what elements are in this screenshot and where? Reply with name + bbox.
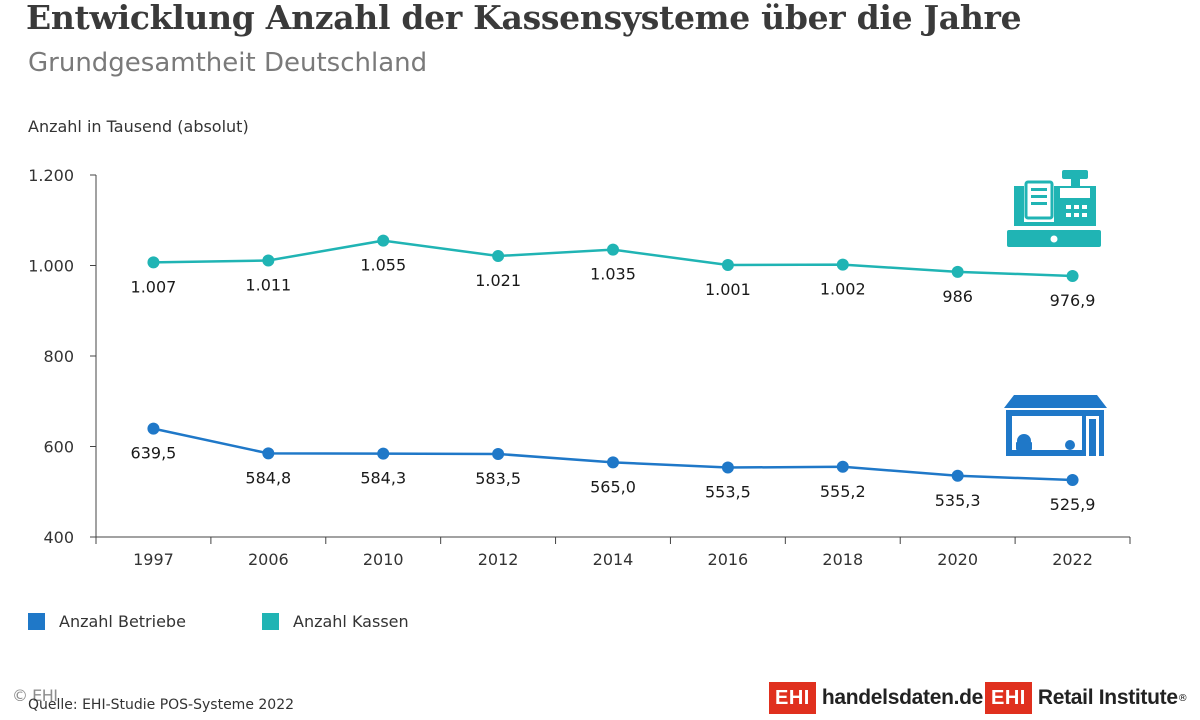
data-point bbox=[377, 234, 390, 247]
copyright-notice: © EHI bbox=[12, 686, 58, 705]
logo-retail-institute: EHI Retail Institute ® bbox=[985, 682, 1188, 714]
data-point bbox=[951, 265, 964, 278]
data-label: 583,5 bbox=[475, 469, 521, 488]
data-point bbox=[721, 461, 734, 474]
cash-register-icon bbox=[1007, 170, 1101, 247]
data-label: 1.011 bbox=[245, 276, 291, 295]
data-point bbox=[1066, 269, 1079, 282]
data-label: 639,5 bbox=[131, 444, 177, 463]
x-tick-label: 2006 bbox=[248, 550, 289, 569]
logo-handelsdaten-box: EHI bbox=[769, 682, 816, 714]
data-label: 553,5 bbox=[705, 483, 751, 502]
x-tick-label: 2018 bbox=[822, 550, 863, 569]
data-label: 555,2 bbox=[820, 482, 866, 501]
data-point bbox=[147, 422, 160, 435]
x-tick-label: 2022 bbox=[1052, 550, 1093, 569]
x-tick-label: 2016 bbox=[708, 550, 749, 569]
logo-handelsdaten-text: handelsdaten.de bbox=[821, 686, 984, 709]
data-label: 525,9 bbox=[1050, 495, 1096, 514]
data-point bbox=[492, 447, 505, 460]
store-icon bbox=[1004, 395, 1107, 456]
data-point bbox=[147, 256, 160, 269]
data-label: 1.055 bbox=[360, 256, 406, 275]
registered-mark: ® bbox=[1177, 692, 1188, 704]
x-tick-label: 2010 bbox=[363, 550, 404, 569]
data-point bbox=[951, 469, 964, 482]
y-tick-label: 400 bbox=[43, 528, 74, 547]
y-tick-label: 1.200 bbox=[28, 166, 74, 185]
chart-subtitle: Grundgesamtheit Deutschland bbox=[28, 48, 428, 78]
x-tick-label: 2012 bbox=[478, 550, 519, 569]
data-label: 1.007 bbox=[131, 277, 177, 296]
y-tick-label: 800 bbox=[43, 347, 74, 366]
logo-retail-institute-text: Retail Institute bbox=[1037, 686, 1178, 709]
legend-label-kassen: Anzahl Kassen bbox=[293, 612, 409, 631]
chart-axes: 400 600 800 1.000 1.200 1997 2006 2010 2012 2014 2… bbox=[28, 166, 1131, 569]
logo-retail-institute-box: EHI bbox=[985, 682, 1032, 714]
data-label: 584,3 bbox=[360, 469, 406, 488]
data-label: 976,9 bbox=[1050, 291, 1096, 310]
data-label: 565,0 bbox=[590, 477, 636, 496]
legend-swatch-kassen bbox=[262, 613, 279, 630]
chart-title: Entwicklung Anzahl der Kassensysteme übe… bbox=[26, 0, 1022, 37]
series-line-0 bbox=[153, 427, 1073, 482]
logo-handelsdaten: EHI handelsdaten.de bbox=[769, 682, 983, 714]
data-point bbox=[607, 243, 619, 256]
legend-swatch-betriebe bbox=[28, 613, 45, 630]
source-note: Quelle: EHI-Studie POS-Systeme 2022 bbox=[28, 697, 295, 713]
data-label: 1.002 bbox=[820, 280, 866, 299]
x-tick-label: 2020 bbox=[937, 550, 978, 569]
data-label: 535,3 bbox=[935, 491, 981, 510]
legend-item-kassen: Anzahl Kassen bbox=[262, 612, 409, 631]
legend-item-betriebe: Anzahl Betriebe bbox=[28, 612, 186, 631]
chart-series: 639,5 584,8 584,3 583,5 565,0 553,5 555,2 535,3… bbox=[131, 234, 1096, 514]
data-point bbox=[1066, 474, 1079, 487]
data-point bbox=[836, 258, 849, 271]
data-label: 986 bbox=[942, 287, 973, 306]
data-label: 1.001 bbox=[705, 280, 751, 299]
data-label: 584,8 bbox=[245, 468, 291, 487]
data-label: 1.021 bbox=[475, 271, 521, 290]
data-point bbox=[721, 259, 734, 272]
x-tick-label: 1997 bbox=[133, 550, 174, 569]
y-axis-label: Anzahl in Tausend (absolut) bbox=[28, 117, 249, 136]
data-label: 1.035 bbox=[590, 265, 636, 284]
data-point bbox=[262, 447, 275, 460]
line-chart: 400 600 800 1.000 1.200 1997 2006 2010 2012 2014 2… bbox=[28, 166, 1131, 569]
y-tick-label: 600 bbox=[43, 438, 74, 457]
data-point bbox=[492, 249, 505, 262]
data-point bbox=[836, 460, 849, 473]
x-tick-label: 2014 bbox=[593, 550, 634, 569]
legend-label-betriebe: Anzahl Betriebe bbox=[59, 612, 186, 631]
data-point bbox=[262, 254, 275, 267]
data-point bbox=[377, 447, 390, 460]
data-point bbox=[607, 456, 619, 469]
y-tick-label: 1.000 bbox=[28, 257, 74, 276]
